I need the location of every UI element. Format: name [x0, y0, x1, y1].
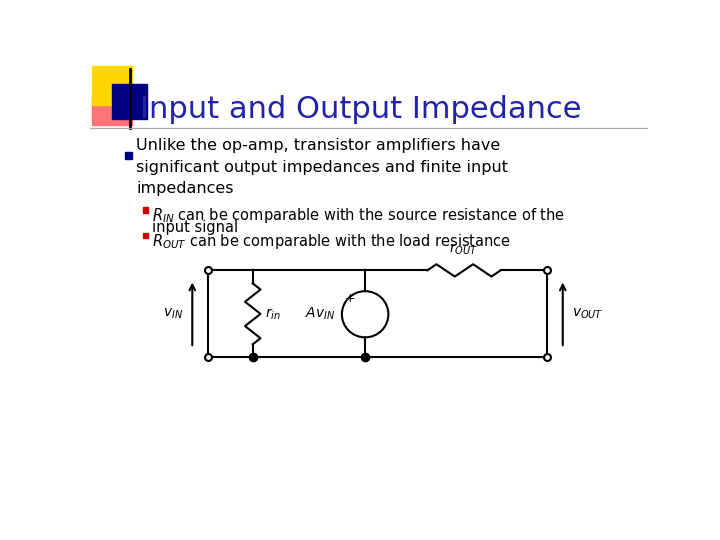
- Text: $v_{OUT}$: $v_{OUT}$: [572, 307, 603, 321]
- Bar: [112, 84, 147, 119]
- Text: Input and Output Impedance: Input and Output Impedance: [140, 95, 581, 124]
- Bar: [91, 66, 132, 105]
- Bar: [125, 152, 132, 159]
- Bar: [143, 233, 148, 238]
- Text: $r_{in}$: $r_{in}$: [265, 307, 281, 322]
- Text: input signal: input signal: [152, 220, 238, 234]
- Text: $R_{OUT}$ can be comparable with the load resistance: $R_{OUT}$ can be comparable with the loa…: [152, 232, 511, 251]
- Bar: [143, 207, 148, 213]
- Text: $Av_{IN}$: $Av_{IN}$: [305, 306, 336, 322]
- Bar: [91, 96, 132, 125]
- Text: $r_{OUT}$: $r_{OUT}$: [449, 241, 479, 256]
- Text: Unlike the op-amp, transistor amplifiers have
significant output impedances and : Unlike the op-amp, transistor amplifiers…: [137, 138, 508, 196]
- Text: $R_{IN}$ can be comparable with the source resistance of the: $R_{IN}$ can be comparable with the sour…: [152, 206, 565, 226]
- Text: +: +: [344, 292, 355, 306]
- Text: $v_{IN}$: $v_{IN}$: [163, 307, 183, 321]
